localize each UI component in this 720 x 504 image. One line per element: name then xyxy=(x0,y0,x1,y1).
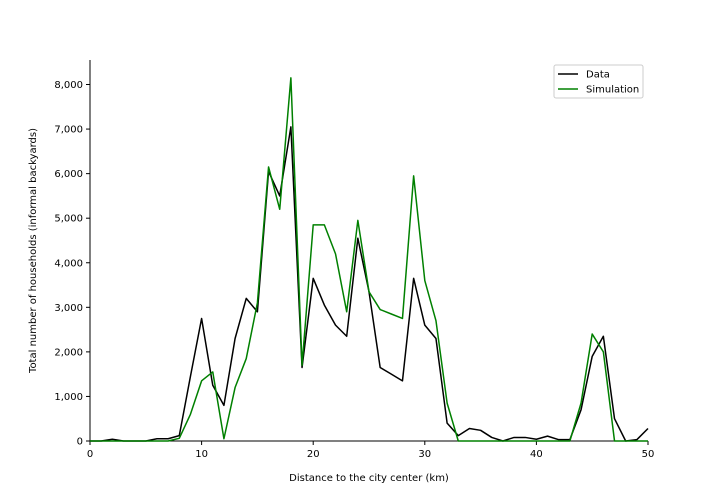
y-tick-label: 0 xyxy=(77,437,83,448)
y-tick-label: 3,000 xyxy=(54,303,83,314)
legend-label-simulation: Simulation xyxy=(586,85,639,96)
y-tick-label: 6,000 xyxy=(54,169,83,180)
y-axis-label: Total number of households (informal bac… xyxy=(28,128,39,374)
series-line-data xyxy=(90,126,649,442)
y-tick-label: 8,000 xyxy=(54,80,83,91)
legend-label-data: Data xyxy=(586,70,610,81)
x-tick-label: 20 xyxy=(307,449,320,460)
x-tick-label: 10 xyxy=(195,449,208,460)
y-tick-label: 1,000 xyxy=(54,392,83,403)
axes: 0 10 20 30 40 50 0 1,000 2,000 3,000 4,000 5,000 6,0… xyxy=(28,60,654,484)
series-lines xyxy=(90,77,649,442)
y-tick-label: 7,000 xyxy=(54,125,83,136)
x-axis-label: Distance to the city center (km) xyxy=(289,473,449,484)
y-tick-label: 2,000 xyxy=(54,347,83,358)
series-line-simulation xyxy=(90,77,648,442)
y-tick-label: 4,000 xyxy=(54,258,83,269)
x-tick-label: 30 xyxy=(418,449,431,460)
y-tick-label: 5,000 xyxy=(54,214,83,225)
x-tick-label: 50 xyxy=(642,449,655,460)
x-tick-label: 0 xyxy=(87,449,93,460)
x-tick-label: 40 xyxy=(530,449,543,460)
legend: Data Simulation xyxy=(553,64,644,99)
